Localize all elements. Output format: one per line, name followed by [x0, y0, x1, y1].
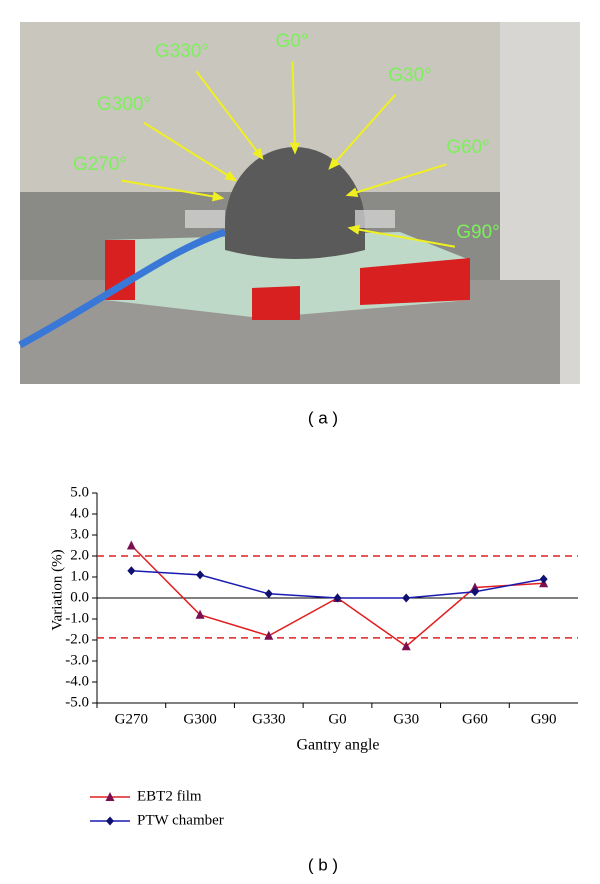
angle-label: G300° — [97, 94, 151, 115]
arrow-head — [328, 157, 340, 170]
arrow — [143, 121, 236, 181]
marker — [196, 570, 205, 580]
x-tick-label: G270 — [115, 711, 148, 727]
photo — [18, 22, 580, 384]
x-tick-label: G60 — [462, 711, 488, 727]
y-tick-label: 3.0 — [70, 526, 89, 542]
y-tick-label: -2.0 — [65, 631, 89, 647]
marker — [264, 589, 273, 599]
y-tick-label: -3.0 — [65, 652, 89, 668]
legend-label: PTW chamber — [137, 812, 224, 828]
marker — [264, 630, 274, 640]
y-tick-label: -4.0 — [65, 673, 89, 689]
x-tick-label: G90 — [531, 711, 557, 727]
slab-tape — [360, 258, 470, 305]
marker — [127, 566, 136, 576]
y-axis-label: Variation (%) — [49, 549, 65, 630]
marker — [470, 587, 479, 597]
marker — [126, 540, 136, 550]
caption: ( b ) — [308, 855, 338, 874]
arrows — [121, 61, 456, 248]
caption: ( a ) — [308, 408, 338, 427]
arrow-head — [345, 187, 359, 198]
x-tick-label: G0 — [328, 711, 346, 727]
marker — [470, 582, 480, 592]
angle-label: G270° — [73, 154, 127, 175]
arrow-head — [289, 142, 300, 155]
angle-label: G330° — [155, 41, 209, 62]
arrow — [121, 179, 223, 199]
marker — [105, 792, 115, 801]
x-tick-label: G330 — [252, 711, 285, 727]
holder — [185, 210, 225, 228]
legend-label: EBT2 film — [137, 788, 202, 804]
x-tick-label: G30 — [393, 711, 419, 727]
arrow-head — [211, 191, 225, 202]
dome — [225, 147, 365, 259]
y-tick-label: 4.0 — [70, 505, 89, 521]
angle-label: G0° — [276, 31, 309, 52]
angle-label: G60° — [446, 137, 490, 158]
y-tick-label: -5.0 — [65, 694, 89, 710]
holder — [355, 210, 395, 228]
marker — [333, 593, 342, 603]
marker — [106, 816, 114, 826]
arrow — [195, 70, 263, 159]
angle-label: G30° — [388, 65, 432, 86]
y-tick-label: 1.0 — [70, 568, 89, 584]
angle-label: G90° — [456, 222, 500, 243]
x-axis-label: Gantry angle — [296, 737, 379, 754]
arrow-head — [347, 224, 361, 235]
marker — [402, 593, 411, 603]
marker — [401, 641, 411, 651]
y-tick-label: 5.0 — [70, 484, 89, 500]
marker — [195, 609, 205, 619]
arrow-head — [252, 147, 264, 161]
arrow — [329, 93, 397, 169]
arrow — [291, 61, 296, 153]
y-tick-label: 0.0 — [70, 589, 89, 605]
arrow-head — [224, 170, 238, 182]
arrow — [347, 163, 447, 196]
y-tick-label: 2.0 — [70, 547, 89, 563]
arrow — [349, 227, 456, 248]
x-tick-label: G300 — [183, 711, 216, 727]
slab-tape — [252, 286, 300, 320]
marker — [539, 574, 548, 584]
y-tick-label: -1.0 — [65, 610, 89, 626]
cable — [18, 228, 227, 349]
